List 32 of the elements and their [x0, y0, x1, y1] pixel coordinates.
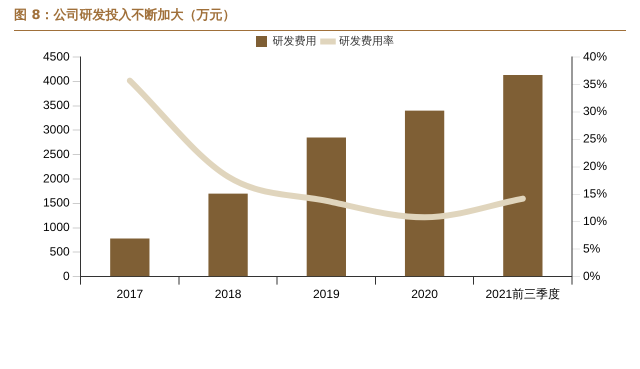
x-tick-label: 2020 — [411, 287, 438, 302]
y2-tick-label: 10% — [582, 214, 608, 228]
y-tick-label: 1000 — [42, 220, 70, 234]
x-tick-label: 2021前三季度 — [486, 287, 560, 302]
chart-title: 图 8：公司研发投入不断加大（万元） — [14, 6, 626, 31]
x-tick-label: 2018 — [214, 287, 242, 302]
legend-label: 研发费用 — [272, 34, 316, 48]
y-tick-label: 3500 — [42, 98, 70, 112]
bar — [208, 194, 248, 276]
y-tick-label: 0 — [63, 268, 70, 283]
y2-tick-label: 35% — [582, 76, 608, 91]
y2-tick-label: 40% — [582, 49, 608, 64]
bar — [404, 110, 444, 276]
y2-tick-label: 0% — [582, 268, 601, 283]
y2-tick-label: 30% — [582, 104, 608, 118]
bar — [503, 75, 543, 276]
y-tick-label: 4500 — [42, 49, 70, 64]
x-tick-label: 2019 — [312, 287, 340, 302]
y2-tick-label: 25% — [582, 132, 608, 146]
legend-label: 研发费用率 — [339, 34, 394, 48]
y-tick-label: 500 — [50, 244, 70, 259]
y-tick-label: 3000 — [42, 122, 70, 137]
y-tick-label: 2000 — [42, 171, 70, 186]
y2-tick-label: 15% — [582, 186, 608, 201]
bar — [306, 138, 346, 276]
y2-tick-label: 5% — [582, 241, 601, 256]
y-tick-label: 1500 — [42, 196, 70, 210]
y-tick-label: 2500 — [42, 146, 70, 161]
bar — [110, 238, 150, 276]
x-tick-label: 2017 — [116, 287, 144, 302]
y2-tick-label: 20% — [582, 159, 608, 174]
y-tick-label: 4000 — [42, 74, 70, 88]
